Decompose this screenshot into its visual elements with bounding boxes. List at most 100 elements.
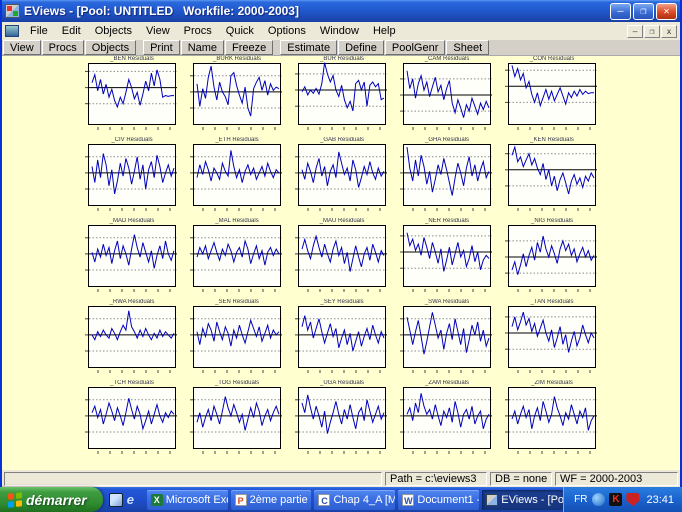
chart-title: _UGA Residuals xyxy=(319,380,365,386)
shield-icon[interactable] xyxy=(626,493,640,506)
taskbar-task-button[interactable]: P 2ème partie xyxy=(230,489,312,510)
taskbar-task-button[interactable]: X Microsoft Excel - ... xyxy=(146,489,228,510)
taskbar-task-button[interactable]: EViews - [Pool: U... xyxy=(482,489,564,510)
chart-plot-area xyxy=(295,387,387,454)
chart-title: _BUR Residuals xyxy=(319,56,365,62)
toolbar-button-name[interactable]: Name xyxy=(180,40,225,55)
toolbar-button-sheet[interactable]: Sheet xyxy=(446,40,490,55)
residual-chart[interactable]: _RWA Residuals xyxy=(85,299,177,373)
menu-item-objects[interactable]: Objects xyxy=(94,25,132,37)
eviews-app-icon xyxy=(5,4,20,18)
residual-chart[interactable]: _BUR Residuals xyxy=(295,56,387,130)
chart-plot-area xyxy=(190,387,282,454)
toolbar-button-print[interactable]: Print xyxy=(143,40,180,55)
chart-plot-area xyxy=(400,306,492,373)
menu-item-edit[interactable]: Edit xyxy=(61,25,81,37)
toolbar-button-define[interactable]: Define xyxy=(338,40,384,55)
chart-plot-area xyxy=(85,63,177,130)
toolbar-button-freeze[interactable]: Freeze xyxy=(225,40,274,55)
residual-chart[interactable]: _NER Residuals xyxy=(400,218,492,292)
residual-chart[interactable]: _ZAM Residuals xyxy=(400,380,492,454)
chart-title: _MAD Residuals xyxy=(109,218,155,224)
menu-item-file[interactable]: File xyxy=(30,25,48,37)
mdi-minimize-button[interactable]: – xyxy=(627,24,643,38)
chart-title: _GHA Residuals xyxy=(424,137,470,143)
residual-chart[interactable]: _MAU Residuals xyxy=(295,218,387,292)
task-button-label: EViews - [Pool: U... xyxy=(501,493,564,506)
residual-chart[interactable]: _BURK Residuals xyxy=(190,56,282,130)
slideshow-icon: C xyxy=(318,493,331,506)
toolbar-button-view[interactable]: View xyxy=(3,40,41,55)
taskbar: démarrer e X Microsoft Excel - ... P 2èm… xyxy=(0,487,682,512)
word-icon: W xyxy=(402,493,415,506)
mdi-restore-button[interactable]: ❐ xyxy=(644,24,660,38)
residual-chart[interactable]: _GHA Residuals xyxy=(400,137,492,211)
chart-plot-area xyxy=(190,225,282,292)
status-db: DB = none xyxy=(490,471,552,486)
chart-plot-area xyxy=(85,225,177,292)
windows-flag-icon xyxy=(8,491,22,508)
toolbar-button-estimate[interactable]: Estimate xyxy=(280,40,338,55)
residual-chart[interactable]: _ETH Residuals xyxy=(190,137,282,211)
residual-chart[interactable]: _NIG Residuals xyxy=(505,218,597,292)
residual-chart[interactable]: _UGA Residuals xyxy=(295,380,387,454)
window-title: EViews - [Pool: UNTITLED Workfile: 2000-… xyxy=(24,4,299,18)
residual-chart[interactable]: _KEN Residuals xyxy=(505,137,597,211)
presentation-icon: P xyxy=(234,493,247,506)
start-button[interactable]: démarrer xyxy=(0,487,103,512)
toolbar-button-poolgenr[interactable]: PoolGenr xyxy=(384,40,446,55)
residual-chart[interactable]: _CIV Residuals xyxy=(85,137,177,211)
mdi-close-button[interactable]: x xyxy=(661,24,677,38)
residual-chart[interactable]: _SWA Residuals xyxy=(400,299,492,373)
msn-icon[interactable] xyxy=(592,493,606,506)
residual-chart[interactable]: _BEN Residuals xyxy=(85,56,177,130)
chart-plot-area xyxy=(505,306,597,373)
menu-item-view[interactable]: View xyxy=(146,25,170,37)
chart-plot-area xyxy=(400,63,492,130)
taskbar-task-button[interactable]: C Chap 4_A [Mode... xyxy=(314,489,396,510)
chart-plot-area xyxy=(400,144,492,211)
residual-chart[interactable]: _MAL Residuals xyxy=(190,218,282,292)
kaspersky-icon[interactable]: K xyxy=(609,493,623,506)
menu-item-help[interactable]: Help xyxy=(372,25,396,37)
language-indicator[interactable]: FR xyxy=(574,494,588,505)
toolbar-button-procs[interactable]: Procs xyxy=(41,40,84,55)
residual-chart[interactable]: _SEY Residuals xyxy=(295,299,387,373)
chart-title: _SWA Residuals xyxy=(424,299,470,305)
menu-item-procs[interactable]: Procs xyxy=(183,25,212,37)
menu-bar: File Edit Objects View Procs Quick Options Wind… xyxy=(2,22,680,40)
chart-plot-area xyxy=(85,387,177,454)
title-bar: EViews - [Pool: UNTITLED Workfile: 2000-… xyxy=(2,0,680,22)
menu-item-options[interactable]: Options xyxy=(267,25,306,37)
residual-chart[interactable]: _MAD Residuals xyxy=(85,218,177,292)
chart-plot-area xyxy=(295,62,387,130)
residual-chart[interactable]: _SEN Residuals xyxy=(190,299,282,373)
internet-explorer-icon[interactable]: e xyxy=(126,491,134,507)
taskbar-task-button[interactable]: W Document1 - Mic... xyxy=(398,489,480,510)
restore-button[interactable]: ❐ xyxy=(633,2,654,20)
menu-item-window[interactable]: Window xyxy=(319,25,359,37)
residual-chart[interactable]: _TOG Residuals xyxy=(190,380,282,454)
residual-chart[interactable]: _CAM Residuals xyxy=(400,56,492,130)
task-button-label: Document1 - Mic... xyxy=(417,493,479,506)
mdi-document-icon[interactable] xyxy=(5,25,19,37)
residual-chart[interactable]: _TCH Residuals xyxy=(85,380,177,454)
show-desktop-icon[interactable] xyxy=(108,492,123,507)
toolbar-button-objects[interactable]: Objects xyxy=(84,40,137,55)
chart-plot-area xyxy=(505,387,597,454)
residual-chart[interactable]: _GAB Residuals xyxy=(295,137,387,211)
chart-title: _CIV Residuals xyxy=(111,137,153,143)
residual-chart[interactable]: _CON Residuals xyxy=(505,56,597,130)
residual-chart[interactable]: _ZIM Residuals xyxy=(505,380,597,454)
task-button-label: Chap 4_A [Mode... xyxy=(333,493,396,506)
menu-item-quick[interactable]: Quick xyxy=(225,25,254,37)
chart-title: _SEY Residuals xyxy=(320,299,364,305)
minimize-button[interactable]: – xyxy=(610,2,631,20)
eviews-icon xyxy=(486,493,499,506)
chart-title: _SEN Residuals xyxy=(215,299,259,305)
system-tray: FR K 23:41 xyxy=(563,487,682,512)
chart-plot-area xyxy=(190,306,282,373)
status-path: Path = c:\eviews3 xyxy=(385,471,487,486)
residual-chart[interactable]: _TAN Residuals xyxy=(505,299,597,373)
close-button[interactable]: ✕ xyxy=(656,2,677,20)
